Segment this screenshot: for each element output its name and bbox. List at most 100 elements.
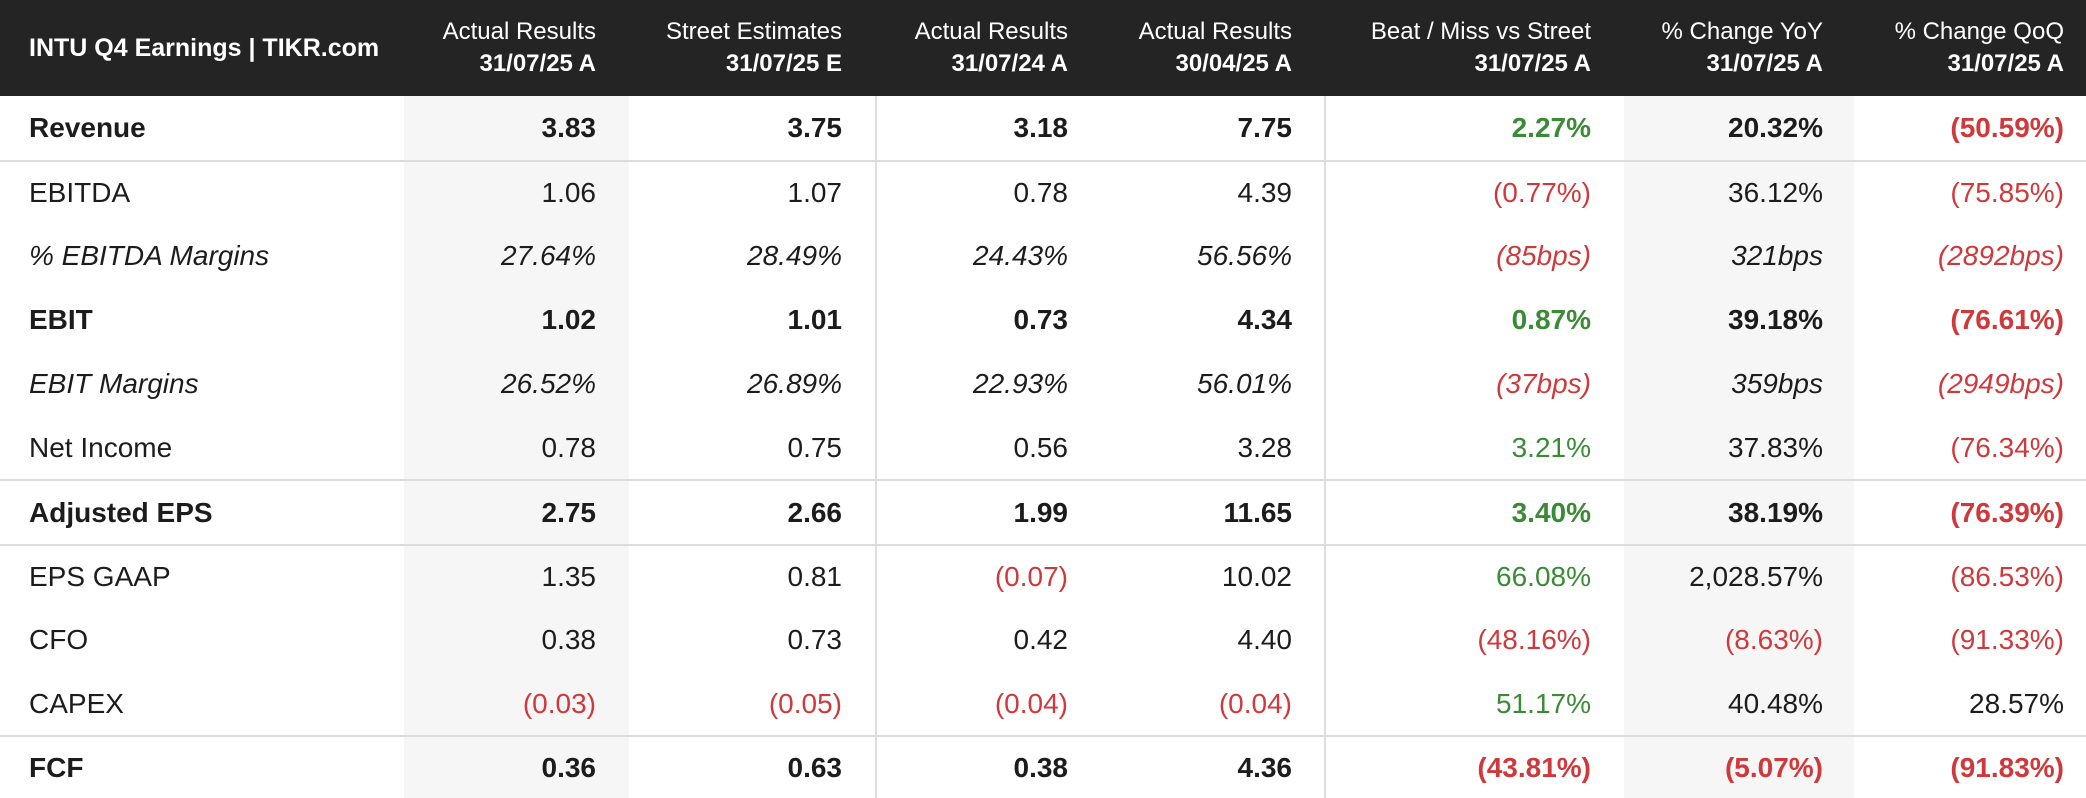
table-cell: 26.89% <box>747 368 842 399</box>
table-cell: 321bps <box>1731 240 1823 271</box>
table-row: CAPEX (0.03) (0.05) (0.04) (0.04) 51.17% 40.48… <box>0 672 2086 735</box>
table-cell: (2949bps) <box>1937 368 2064 399</box>
table-cell: (43.81%) <box>1477 751 1591 783</box>
row-label: Net Income <box>29 431 173 463</box>
table-cell: 1.99 <box>1013 496 1069 528</box>
table-cell: 56.01% <box>1197 368 1292 399</box>
row-label: CAPEX <box>29 687 124 719</box>
table-cell: (0.07) <box>994 561 1068 592</box>
table-cell: 1.07 <box>787 177 843 208</box>
table-cell: (37bps) <box>1496 368 1591 399</box>
table-cell: 2.75 <box>541 496 597 528</box>
column-header-label: Actual Results <box>1138 18 1292 45</box>
table-cell: (0.03) <box>522 687 596 719</box>
column-header-date: 31/07/25 A <box>1706 50 1823 77</box>
table-cell: 4.39 <box>1237 177 1293 208</box>
table-cell: 359bps <box>1731 368 1823 399</box>
table-cell: 39.18% <box>1728 304 1823 335</box>
table-cell: (5.07%) <box>1724 751 1823 783</box>
table-cell: 28.49% <box>747 240 842 271</box>
yoy-column-shade <box>1624 96 1854 798</box>
column-header-label: Beat / Miss vs Street <box>1370 18 1591 45</box>
table-row: % EBITDA Margins 27.64% 28.49% 24.43% 56.56%… <box>0 224 2086 288</box>
table-cell: 2.66 <box>787 496 843 528</box>
table-row: Revenue 3.83 3.75 3.18 7.75 2.27% 20.32% (50.59… <box>0 96 2086 160</box>
table-cell: 3.21% <box>1511 431 1591 463</box>
table-header: INTU Q4 Earnings | TIKR.com Actual Resul… <box>0 0 2086 96</box>
table-row: EBIT 1.02 1.01 0.73 4.34 0.87% 39.18% (76.61%) <box>0 288 2086 352</box>
column-header-date: 31/07/24 A <box>951 50 1068 77</box>
column-header: % Change QoQ 31/07/25 A <box>1834 0 2064 96</box>
table-title: INTU Q4 Earnings | TIKR.com <box>29 34 380 62</box>
table-row: Adjusted EPS 2.75 2.66 1.99 11.65 3.40% 38.19%… <box>0 479 2086 544</box>
column-header: Actual Results 31/07/24 A <box>868 0 1068 96</box>
table-cell: 0.56 <box>1013 431 1069 463</box>
table-cell: 51.17% <box>1496 687 1591 719</box>
table-cell: 1.02 <box>541 304 597 335</box>
column-header-label: Street Estimates <box>665 18 842 45</box>
table-cell: (2892bps) <box>1937 240 2064 271</box>
table-cell: (0.05) <box>768 687 842 719</box>
table-cell: 3.40% <box>1511 496 1591 528</box>
column-header: Beat / Miss vs Street 31/07/25 A <box>1331 0 1591 96</box>
table-cell: 0.81 <box>787 561 843 592</box>
table-cell: (0.77%) <box>1492 177 1591 208</box>
row-label: EBITDA <box>29 177 131 208</box>
table-cell: (48.16%) <box>1477 624 1591 655</box>
table-cell: (0.04) <box>994 687 1068 719</box>
table-cell: 0.38 <box>1013 751 1069 783</box>
table-cell: 2,028.57% <box>1689 561 1823 592</box>
table-row: EBITDA 1.06 1.07 0.78 4.39 (0.77%) 36.12% (75.8… <box>0 160 2086 224</box>
table-cell: 1.06 <box>541 177 597 208</box>
column-header-label: Actual Results <box>442 18 596 45</box>
column-header-label: Actual Results <box>914 18 1068 45</box>
table-cell: (86.53%) <box>1950 561 2064 592</box>
table-row: FCF 0.36 0.63 0.38 4.36 (43.81%) (5.07%) (91.83… <box>0 735 2086 798</box>
column-header-date: 31/07/25 A <box>1474 50 1591 77</box>
table-cell: 4.40 <box>1237 624 1293 655</box>
column-header-date: 30/04/25 A <box>1175 50 1292 77</box>
table-cell: 10.02 <box>1221 561 1292 592</box>
table-row: EPS GAAP 1.35 0.81 (0.07) 10.02 66.08% 2,028.5… <box>0 544 2086 608</box>
table-cell: 66.08% <box>1496 561 1591 592</box>
table-cell: 0.38 <box>541 624 597 655</box>
table-row: Net Income 0.78 0.75 0.56 3.28 3.21% 37.83% (76… <box>0 416 2086 479</box>
table-cell: (0.04) <box>1218 687 1292 719</box>
table-cell: 7.75 <box>1237 112 1293 143</box>
table-cell: 28.57% <box>1969 687 2064 719</box>
row-label: EPS GAAP <box>29 561 171 592</box>
column-header-date: 31/07/25 E <box>725 50 842 77</box>
table-cell: 0.78 <box>541 431 597 463</box>
table-cell: (91.83%) <box>1950 751 2064 783</box>
column-divider <box>1324 96 1326 798</box>
row-label: EBIT <box>29 304 93 335</box>
table-cell: (85bps) <box>1496 240 1591 271</box>
table-cell: (76.34%) <box>1950 431 2064 463</box>
table-cell: (76.61%) <box>1950 304 2064 335</box>
row-label: Adjusted EPS <box>29 496 213 528</box>
table-cell: 0.78 <box>1013 177 1069 208</box>
row-label: % EBITDA Margins <box>29 240 270 271</box>
table-cell: 3.83 <box>541 112 597 143</box>
table-cell: 36.12% <box>1728 177 1823 208</box>
table-cell: 1.35 <box>541 561 597 592</box>
table-row: CFO 0.38 0.73 0.42 4.40 (48.16%) (8.63%) (91.33… <box>0 608 2086 672</box>
table-cell: 0.75 <box>787 431 843 463</box>
table-cell: 24.43% <box>973 240 1068 271</box>
table-cell: (50.59%) <box>1950 112 2064 143</box>
table-cell: 0.63 <box>787 751 843 783</box>
table-cell: 0.42 <box>1013 624 1069 655</box>
table-cell: 22.93% <box>973 368 1068 399</box>
table-cell: 26.52% <box>501 368 596 399</box>
table-cell: 20.32% <box>1728 112 1823 143</box>
table-cell: 56.56% <box>1197 240 1292 271</box>
row-label: CFO <box>29 624 89 655</box>
table-cell: 3.75 <box>787 112 843 143</box>
column-header-label: % Change YoY <box>1661 18 1823 45</box>
table-cell: 37.83% <box>1728 431 1823 463</box>
column-header-date: 31/07/25 A <box>1947 50 2064 77</box>
table-row: EBIT Margins 26.52% 26.89% 22.93% 56.01% (37b… <box>0 352 2086 416</box>
row-label: Revenue <box>29 112 146 143</box>
table-cell: 11.65 <box>1223 496 1292 528</box>
